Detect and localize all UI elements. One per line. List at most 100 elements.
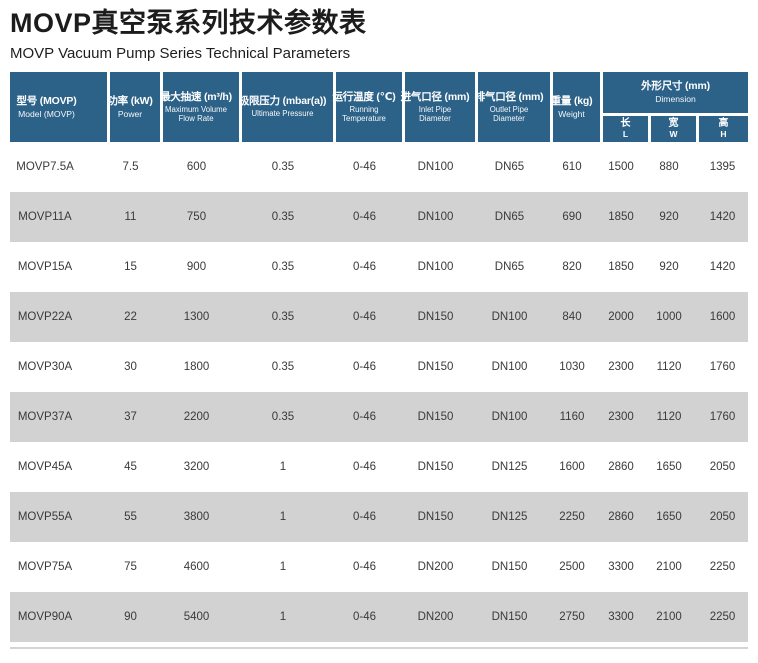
- table-cell: 880: [659, 161, 679, 173]
- table-cell: DN150: [417, 411, 454, 423]
- table-cell: 30: [124, 361, 137, 373]
- header-label-zh: 极限压力 (mbar(a)): [238, 95, 327, 108]
- table-cell: 820: [562, 261, 582, 273]
- table-body: MOVP7.5A 7.5 600 0.35 0-46 DN100 DN65 610 1500 88…: [10, 142, 748, 642]
- table-cell: 3800: [183, 511, 210, 523]
- header-cell-power: 功率 (kW) Power: [107, 72, 163, 142]
- header-label-en: Inlet Pipe Diameter: [418, 104, 452, 124]
- parameters-table: 型号 (MOVP) Model (MOVP) 功率 (kW) Power 最大抽…: [10, 72, 748, 642]
- table-cell: 1760: [709, 411, 736, 423]
- table-cell: 0-46: [352, 161, 377, 173]
- table-row: MOVP30A 30 1800 0.35 0-46 DN150 DN100 1030 2300 1…: [10, 342, 748, 392]
- header-label-en: Ultimate Pressure: [251, 109, 314, 119]
- table-cell: 2750: [559, 611, 585, 623]
- table-cell: 840: [562, 311, 582, 323]
- subheader-label-zh: 长: [620, 118, 631, 130]
- page-title: MOVP真空泵系列技术参数表: [10, 8, 367, 38]
- table-cell: 5400: [183, 611, 210, 623]
- table-cell: 1: [279, 611, 287, 623]
- table-row: MOVP55A 55 3800 1 0-46 DN150 DN125 2250 2860 1650…: [10, 492, 748, 542]
- subheader-label-en: L: [622, 128, 629, 139]
- table-cell: 1650: [656, 461, 682, 473]
- table-cell: 2100: [656, 611, 682, 623]
- header-label-en: Dimension: [655, 94, 696, 105]
- table-cell: 0-46: [352, 311, 377, 323]
- header-cell-ultimate-pressure: 极限压力 (mbar(a)) Ultimate Pressure: [238, 72, 336, 142]
- table-row: MOVP22A 22 1300 0.35 0-46 DN150 DN100 840 2000 10…: [10, 292, 748, 342]
- table-cell: DN150: [417, 461, 454, 473]
- table-row: MOVP75A 75 4600 1 0-46 DN200 DN150 2500 3300 2100…: [10, 542, 748, 592]
- header-label-en: Model (MOVP): [18, 108, 75, 119]
- table-cell: 1: [279, 511, 287, 523]
- header-cell-model: 型号 (MOVP) Model (MOVP): [10, 72, 110, 142]
- header-label-zh: 外形尺寸 (mm): [641, 80, 710, 93]
- header-cell-running-temperature: 运行温度 (℃) Running Temperature: [332, 72, 405, 142]
- table-cell: 0.35: [271, 261, 295, 273]
- table-cell: DN150: [417, 361, 454, 373]
- header-label-en: Weight: [558, 108, 585, 119]
- model-cell: MOVP45A: [17, 461, 73, 473]
- table-cell: 0-46: [352, 611, 377, 623]
- table-cell: 1395: [709, 161, 736, 173]
- table-cell: 750: [186, 211, 207, 223]
- table-cell: DN150: [491, 561, 528, 573]
- table-cell: 45: [124, 461, 137, 473]
- table-cell: 1: [279, 561, 287, 573]
- table-cell: 3300: [608, 561, 634, 573]
- subheader-label-en: H: [720, 128, 727, 139]
- table-cell: DN65: [494, 211, 525, 223]
- bottom-divider: [10, 647, 748, 649]
- table-cell: 1500: [608, 161, 634, 173]
- header-label-zh: 排气口径 (mm): [474, 90, 544, 103]
- table-cell: 2500: [559, 561, 585, 573]
- table-cell: 3300: [608, 611, 634, 623]
- model-cell: MOVP90A: [17, 611, 73, 623]
- table-cell: 55: [124, 511, 137, 523]
- table-cell: DN100: [417, 261, 454, 273]
- table-cell: 600: [186, 161, 207, 173]
- table-row: MOVP11A 11 750 0.35 0-46 DN100 DN65 690 1850 920 1…: [10, 192, 748, 242]
- table-cell: DN200: [417, 611, 454, 623]
- model-cell: MOVP11A: [18, 211, 72, 223]
- table-cell: DN100: [491, 411, 528, 423]
- table-cell: 75: [124, 561, 137, 573]
- table-cell: DN150: [417, 511, 454, 523]
- table-cell: DN125: [491, 511, 528, 523]
- table-cell: 2250: [709, 561, 736, 573]
- table-cell: 610: [562, 161, 582, 173]
- table-cell: 1030: [559, 361, 585, 373]
- subheader-width: 宽 W: [651, 116, 699, 142]
- table-cell: DN150: [491, 611, 528, 623]
- table-cell: 15: [124, 261, 137, 273]
- table-cell: 37: [124, 411, 137, 423]
- table-cell: 1120: [656, 361, 682, 373]
- header-cell-weight: 重量 (kg) Weight: [551, 72, 603, 142]
- header-cell-outlet-diameter: 排气口径 (mm) Outlet Pipe Diameter: [474, 72, 553, 142]
- model-cell: MOVP75A: [17, 561, 73, 573]
- subheader-label-en: W: [669, 128, 678, 139]
- header-label-zh: 最大抽速 (m³/h): [160, 90, 232, 103]
- table-cell: 920: [659, 211, 679, 223]
- table-cell: 3200: [183, 461, 210, 473]
- table-cell: 1: [279, 461, 287, 473]
- table-cell: 90: [124, 611, 137, 623]
- table-cell: DN100: [417, 211, 454, 223]
- table-cell: 1600: [559, 461, 585, 473]
- table-cell: 920: [659, 261, 679, 273]
- table-cell: 1300: [183, 311, 210, 323]
- table-row: MOVP7.5A 7.5 600 0.35 0-46 DN100 DN65 610 1500 88…: [10, 142, 748, 192]
- table-cell: 4600: [183, 561, 210, 573]
- table-cell: 2050: [709, 511, 736, 523]
- table-cell: 7.5: [122, 161, 139, 173]
- table-cell: 1850: [608, 261, 634, 273]
- table-row: MOVP90A 90 5400 1 0-46 DN200 DN150 2750 3300 2100…: [10, 592, 748, 642]
- header-label-zh: 功率 (kW): [107, 94, 153, 107]
- table-cell: DN100: [491, 311, 528, 323]
- subheader-height: 高 H: [699, 116, 748, 142]
- table-cell: 1000: [656, 311, 682, 323]
- table-cell: 2050: [709, 461, 736, 473]
- model-cell: MOVP7.5A: [16, 161, 74, 173]
- table-cell: 2200: [183, 411, 210, 423]
- table-cell: 0-46: [352, 511, 377, 523]
- header-cell-dimension-group: 外形尺寸 (mm) Dimension 长 L 宽 W 高 H: [603, 72, 748, 142]
